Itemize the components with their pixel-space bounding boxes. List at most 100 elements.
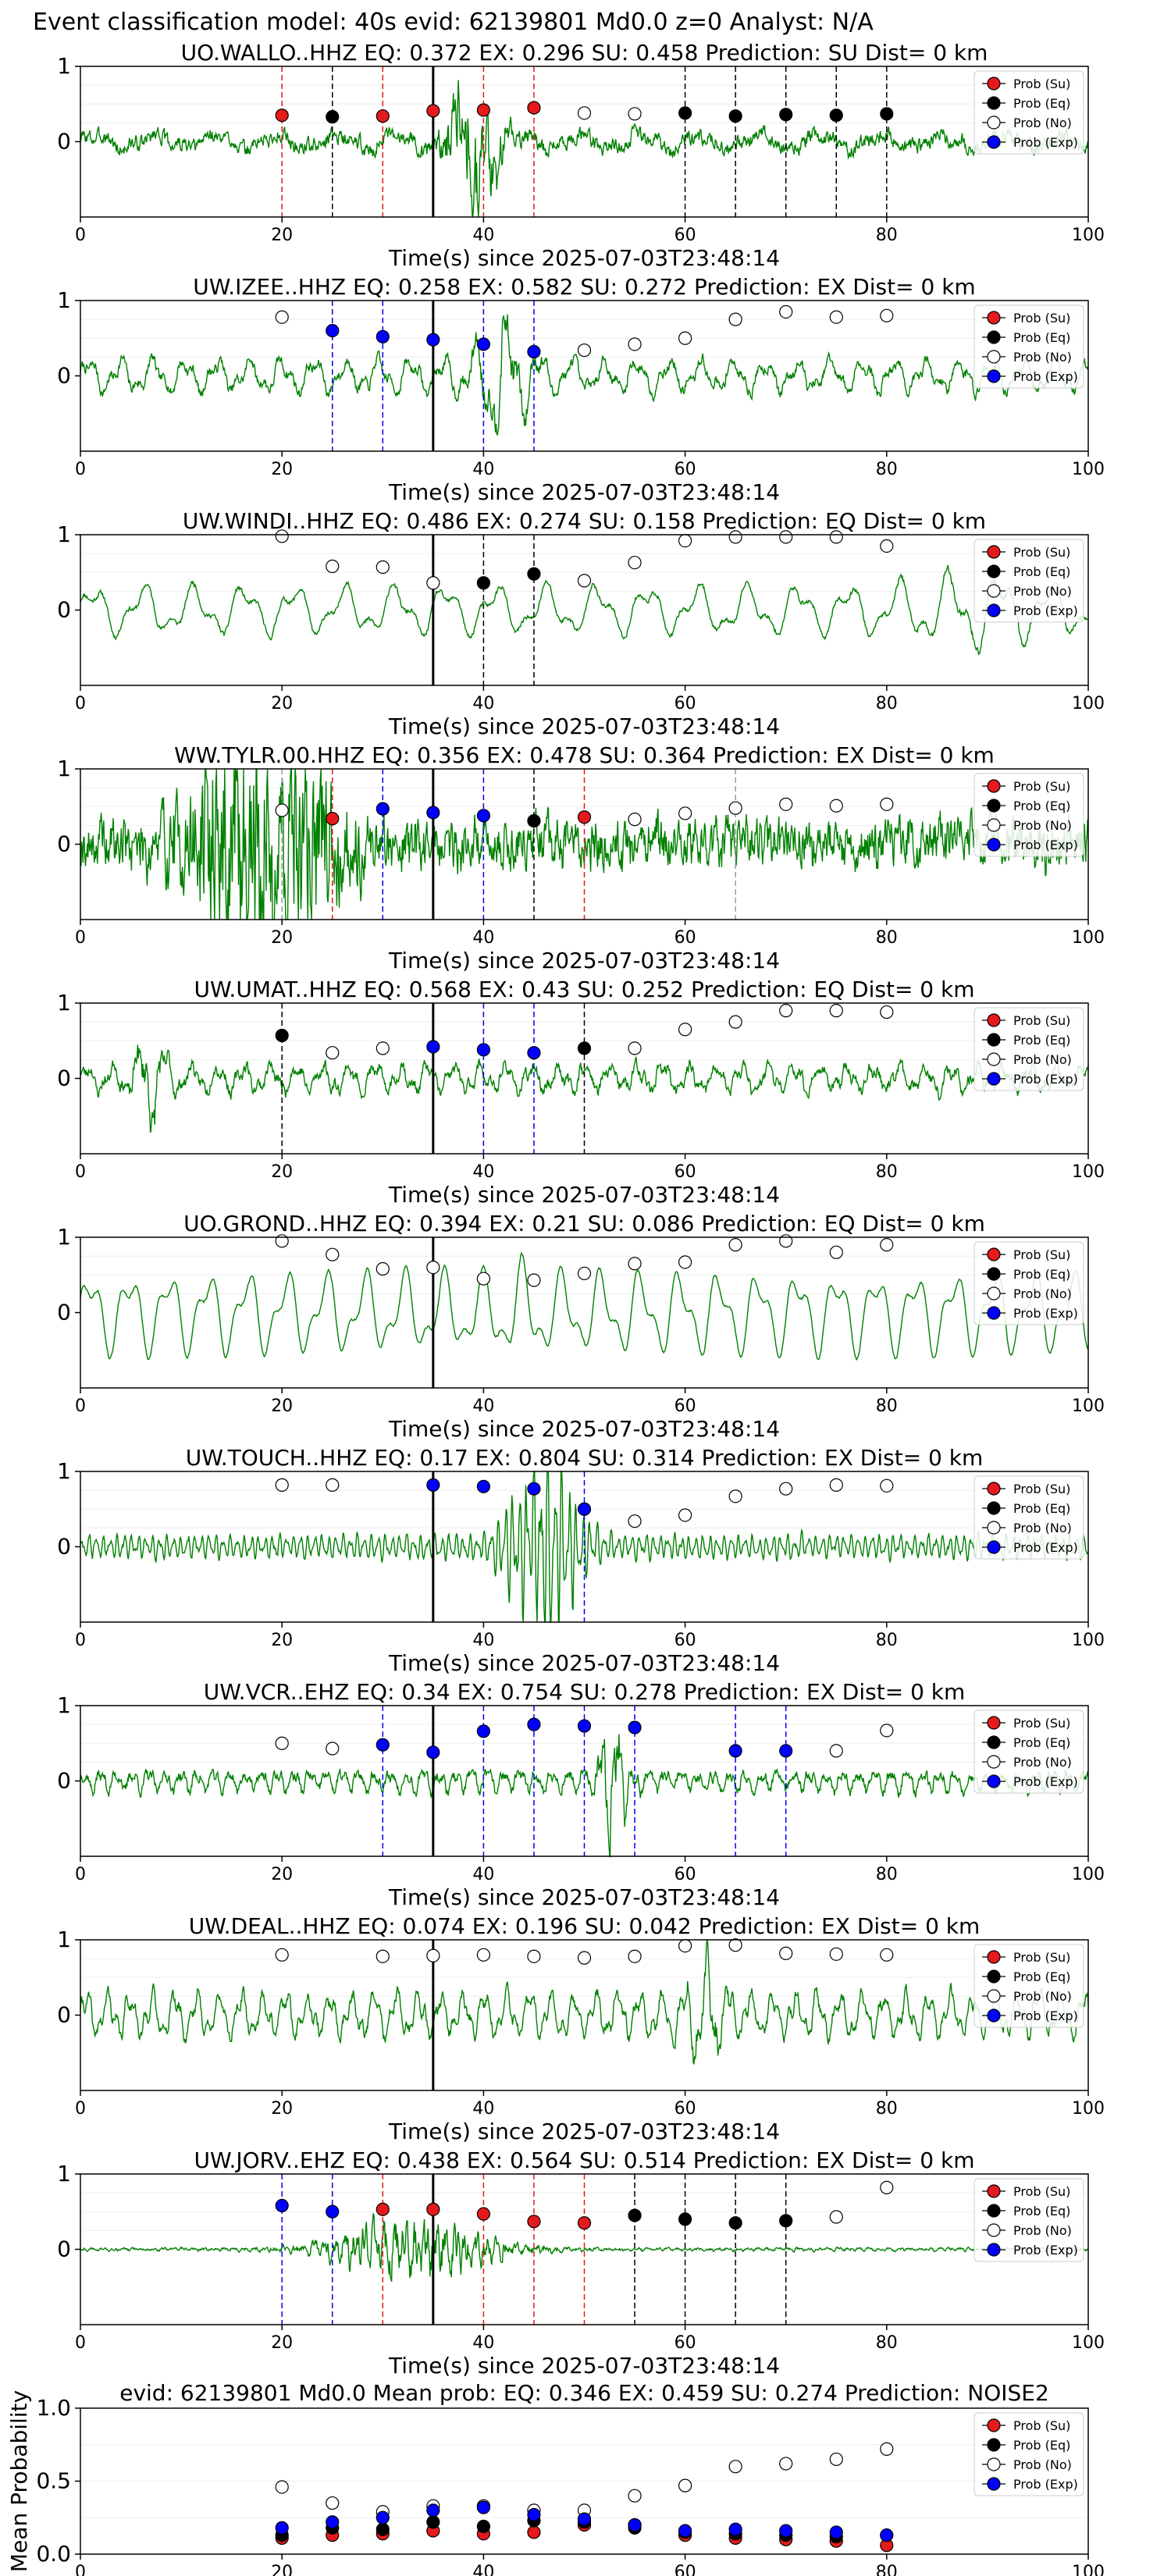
mean-marker-no <box>880 2442 894 2456</box>
x-tick-label: 80 <box>876 694 898 713</box>
legend-no-label: Prob (No) <box>1013 350 1072 365</box>
panels: UO.WALLO..HHZ EQ: 0.372 EX: 0.296 SU: 0.… <box>6 40 1105 2576</box>
prob-marker-no <box>779 304 793 319</box>
x-tick-label: 60 <box>674 1397 696 1416</box>
x-tick-label: 100 <box>1072 1865 1105 1884</box>
prob-marker-exp <box>577 1719 592 1733</box>
y-tick-label: 1.0 <box>36 2395 71 2421</box>
x-tick-label: 100 <box>1072 928 1105 948</box>
prob-marker-no <box>678 806 692 820</box>
legend-no-label: Prob (No) <box>1013 818 1072 833</box>
prob-marker-no <box>628 813 642 827</box>
legend-su-label: Prob (Su) <box>1013 76 1070 91</box>
mean-marker-eq <box>376 2522 390 2536</box>
legend-eq-marker <box>987 2438 1001 2452</box>
prob-marker-su <box>376 109 390 123</box>
mean-marker-no <box>829 2452 843 2467</box>
prob-marker-no <box>376 1041 390 1055</box>
prob-marker-no <box>275 1234 289 1248</box>
prob-marker-su <box>577 810 592 824</box>
x-tick-label: 80 <box>876 2563 898 2576</box>
prob-marker-su <box>426 2202 440 2216</box>
prob-marker-eq <box>326 110 340 124</box>
x-tick-label: 20 <box>271 460 293 479</box>
y-tick-label: 1 <box>57 1458 71 1484</box>
prob-marker-eq <box>628 2208 642 2222</box>
x-tick-label: 80 <box>876 2099 898 2119</box>
prob-marker-no <box>880 1005 894 1019</box>
x-axis-label: Time(s) since 2025-07-03T23:48:14 <box>388 713 780 739</box>
prob-marker-exp <box>376 1738 390 1752</box>
figure-title: Event classification model: 40s evid: 62… <box>33 9 874 36</box>
x-tick-label: 0 <box>75 1631 86 1650</box>
legend-no-marker <box>987 1521 1001 1535</box>
prob-marker-exp <box>527 1046 541 1060</box>
prob-marker-no <box>779 1482 793 1496</box>
prob-marker-no <box>728 1938 742 1952</box>
x-axis-label: Time(s) since 2025-07-03T23:48:14 <box>388 2353 780 2379</box>
prob-marker-exp <box>527 1717 541 1731</box>
x-tick-label: 60 <box>674 2563 696 2576</box>
prob-marker-no <box>678 1255 692 1269</box>
legend-eq-label: Prob (Eq) <box>1013 1735 1070 1750</box>
legend-eq-label: Prob (Eq) <box>1013 96 1070 111</box>
legend-exp-marker <box>987 135 1001 149</box>
prob-marker-exp <box>527 345 541 359</box>
y-tick-label: 0.5 <box>36 2468 71 2494</box>
prob-marker-exp <box>275 2198 289 2213</box>
legend-exp-label: Prob (Exp) <box>1013 2243 1078 2258</box>
x-tick-label: 0 <box>75 1397 86 1416</box>
legend-su-label: Prob (Su) <box>1013 2418 1070 2433</box>
prob-marker-no <box>779 1234 793 1248</box>
x-tick-label: 40 <box>472 2333 494 2353</box>
legend-box <box>973 773 1084 857</box>
prob-marker-no <box>880 1948 894 1962</box>
panel-3: WW.TYLR.00.HHZ EQ: 0.356 EX: 0.478 SU: 0… <box>57 742 1105 973</box>
x-tick-label: 60 <box>674 2099 696 2119</box>
y-tick-label: 0 <box>57 1534 71 1560</box>
prob-marker-eq <box>527 567 541 581</box>
prob-marker-no <box>678 331 692 345</box>
prob-marker-no <box>678 534 692 548</box>
x-tick-label: 40 <box>472 460 494 479</box>
prob-marker-exp <box>426 1478 440 1492</box>
x-tick-label: 20 <box>271 2333 293 2353</box>
x-tick-label: 40 <box>472 2563 494 2576</box>
mean-marker-eq <box>426 2515 440 2529</box>
legend-su-marker <box>987 311 1001 325</box>
prob-marker-eq <box>779 2214 793 2228</box>
legend-exp-marker <box>987 369 1001 383</box>
prob-marker-no <box>628 1949 642 1963</box>
mean-marker-exp <box>779 2524 793 2538</box>
prob-marker-su <box>527 101 541 115</box>
prob-marker-no <box>577 343 592 358</box>
legend-eq-marker <box>987 1969 1001 1984</box>
x-tick-label: 20 <box>271 2099 293 2119</box>
legend-exp-marker <box>987 838 1001 852</box>
mean-marker-eq <box>476 2519 491 2534</box>
legend-no-label: Prob (No) <box>1013 2223 1072 2238</box>
panel-6: UW.TOUCH..HHZ EQ: 0.17 EX: 0.804 SU: 0.3… <box>57 1445 1105 1676</box>
x-axis-label: Time(s) since 2025-07-03T23:48:14 <box>388 479 780 505</box>
axes-frame <box>80 1236 1089 1389</box>
x-tick-label: 60 <box>674 226 696 245</box>
x-axis-label: Time(s) since 2025-07-03T23:48:14 <box>388 1650 780 1676</box>
panel-title: UO.WALLO..HHZ EQ: 0.372 EX: 0.296 SU: 0.… <box>181 40 988 66</box>
axes-frame <box>80 66 1089 218</box>
prob-marker-eq <box>678 2212 692 2226</box>
x-tick-label: 80 <box>876 928 898 948</box>
waveform-trace <box>80 1939 1089 2065</box>
prob-marker-no <box>326 1478 340 1492</box>
panel-title: UW.DEAL..HHZ EQ: 0.074 EX: 0.196 SU: 0.0… <box>189 1913 981 1939</box>
x-tick-label: 80 <box>876 226 898 245</box>
panel-10: evid: 62139801 Md0.0 Mean prob: EQ: 0.34… <box>6 2380 1105 2576</box>
legend-exp-label: Prob (Exp) <box>1013 1072 1078 1087</box>
panel-4: UW.UMAT..HHZ EQ: 0.568 EX: 0.43 SU: 0.25… <box>57 977 1105 1208</box>
prob-marker-no <box>728 1489 742 1503</box>
prob-marker-no <box>779 1004 793 1018</box>
prob-marker-no <box>678 1939 692 1953</box>
prob-marker-no <box>326 1247 340 1261</box>
panel-title: WW.TYLR.00.HHZ EQ: 0.356 EX: 0.478 SU: 0… <box>174 742 995 768</box>
panel-2: UW.WINDI..HHZ EQ: 0.486 EX: 0.274 SU: 0.… <box>57 508 1105 739</box>
legend-su-label: Prob (Su) <box>1013 1247 1070 1262</box>
